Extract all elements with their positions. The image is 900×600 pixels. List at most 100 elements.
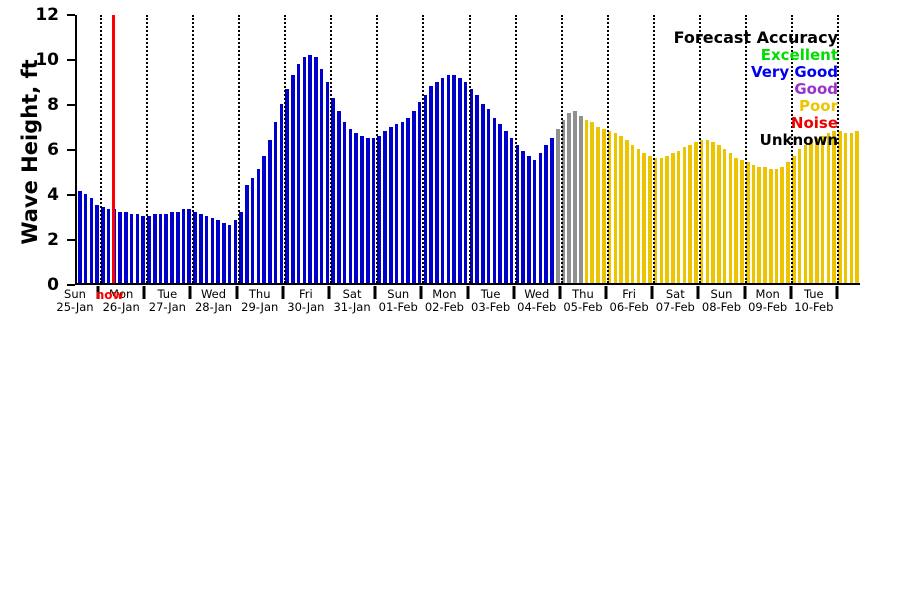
wave-bar — [590, 122, 595, 283]
x-day-label: Wed 04-Feb — [517, 288, 556, 314]
wave-bar — [659, 157, 664, 283]
wave-bar — [745, 162, 750, 283]
wave-bar — [181, 209, 186, 283]
weekday-label: Wed — [200, 287, 227, 301]
wave-bar — [705, 140, 710, 283]
wave-bar — [388, 126, 393, 283]
wave-bar — [302, 57, 307, 283]
wave-bar — [838, 131, 842, 283]
date-label: 01-Feb — [378, 300, 418, 314]
x-tick-mark — [835, 286, 839, 299]
x-tick-mark — [373, 286, 377, 299]
x-tick-mark — [419, 286, 423, 299]
wave-bar — [78, 191, 82, 283]
x-day-label: Mon 02-Feb — [425, 288, 464, 314]
legend: Forecast Accuracy Excellent Very Good Good… — [674, 29, 838, 149]
wave-bar — [164, 213, 169, 283]
weekday-label: Tue — [803, 287, 824, 301]
legend-entry-very-good: Very Good — [750, 63, 838, 81]
wave-bar — [383, 131, 387, 283]
wave-bar — [446, 75, 451, 283]
wave-bar — [135, 213, 140, 283]
x-tick-mark — [789, 286, 793, 299]
wave-bar — [170, 211, 174, 283]
wave-bar — [532, 160, 537, 283]
day-gridline — [146, 15, 149, 283]
wave-bar — [584, 119, 589, 283]
x-tick-mark — [96, 286, 100, 299]
wave-bar — [279, 104, 284, 283]
x-day-label: Sat 07-Feb — [656, 288, 695, 314]
wave-bar — [268, 140, 272, 283]
wave-bar — [504, 131, 508, 283]
x-tick-mark — [188, 286, 192, 299]
wave-bar — [118, 211, 122, 283]
wave-bar — [567, 113, 572, 283]
legend-entry-poor: Poor — [798, 97, 838, 115]
wave-bar — [291, 75, 295, 283]
wave-bar — [740, 160, 744, 283]
x-day-label: Sat 31-Jan — [333, 288, 370, 314]
wave-bar — [187, 209, 192, 283]
day-gridline — [238, 15, 241, 283]
x-day-label: Tue 27-Jan — [149, 288, 186, 314]
date-label: 05-Feb — [563, 300, 603, 314]
weekday-label: Sat — [342, 287, 362, 301]
wave-bar — [227, 224, 232, 283]
wave-bar — [147, 216, 151, 283]
wave-bar — [527, 155, 531, 283]
day-gridline — [836, 15, 839, 283]
wave-bar — [106, 209, 111, 283]
weekday-label: Mon — [109, 287, 134, 301]
wave-bar — [250, 178, 255, 283]
wave-bar — [492, 117, 497, 283]
wave-bar — [774, 169, 779, 283]
legend-entry-excellent: Excellent — [760, 46, 838, 64]
wave-bar — [325, 82, 330, 283]
x-day-label: Sun 01-Feb — [379, 288, 418, 314]
wave-bar — [792, 155, 796, 283]
wave-bar — [768, 169, 773, 283]
wave-bar — [728, 153, 733, 283]
wave-bar — [239, 211, 243, 283]
wave-bar — [360, 135, 364, 283]
weekday-label: Sun — [387, 287, 410, 301]
now-line — [111, 15, 115, 283]
date-label: 26-Jan — [102, 300, 140, 314]
date-label: 04-Feb — [517, 300, 557, 314]
y-tick-mark — [67, 14, 75, 16]
date-label: 27-Jan — [148, 300, 186, 314]
wave-bar — [682, 146, 687, 283]
day-gridline — [514, 15, 517, 283]
date-label: 10-Feb — [794, 300, 834, 314]
day-gridline — [284, 15, 287, 283]
wave-bar — [694, 142, 698, 283]
wave-bar — [342, 122, 347, 283]
x-day-label: Mon 26-Jan — [103, 288, 140, 314]
wave-bar — [515, 144, 520, 283]
wave-bar — [475, 95, 479, 283]
x-tick-mark — [696, 286, 700, 299]
wave-bar — [308, 55, 312, 283]
day-gridline — [606, 15, 609, 283]
x-tick-mark — [604, 286, 608, 299]
date-label: 08-Feb — [701, 300, 742, 314]
wave-bar — [423, 95, 428, 283]
x-day-label: Tue 03-Feb — [471, 288, 510, 314]
x-axis: Sun 25-Jan Mon 26-Jan Tue 27-Jan Wed 28-Jan Thu 2… — [56, 285, 860, 330]
wave-bar — [555, 128, 560, 283]
wave-bar — [435, 82, 439, 283]
x-day-label: Sun 25-Jan — [56, 288, 93, 314]
wave-bar — [440, 77, 445, 283]
legend-title: Forecast Accuracy — [673, 28, 838, 47]
y-tick-label: 0 — [47, 275, 59, 295]
weekday-label: Mon — [755, 287, 780, 301]
wave-bar — [665, 155, 669, 283]
x-tick-mark — [235, 286, 239, 299]
wave-bar — [337, 111, 341, 283]
wave-bar — [855, 131, 859, 283]
wave-bar — [400, 122, 405, 283]
wave-bar — [711, 142, 715, 283]
plot-area: Forecast Accuracy Excellent Very Good Good… — [75, 15, 860, 285]
wave-bar — [124, 211, 128, 283]
